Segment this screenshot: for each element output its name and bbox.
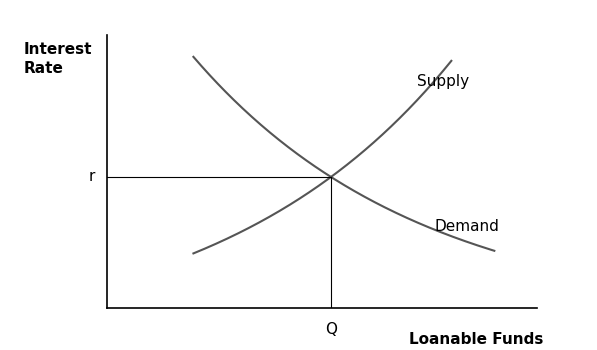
Text: Interest
Rate: Interest Rate xyxy=(24,42,93,76)
Text: Supply: Supply xyxy=(417,74,469,89)
Text: Loanable Funds: Loanable Funds xyxy=(409,332,543,348)
Text: Q: Q xyxy=(325,322,337,337)
Text: Demand: Demand xyxy=(434,219,499,233)
Text: r: r xyxy=(88,169,94,184)
